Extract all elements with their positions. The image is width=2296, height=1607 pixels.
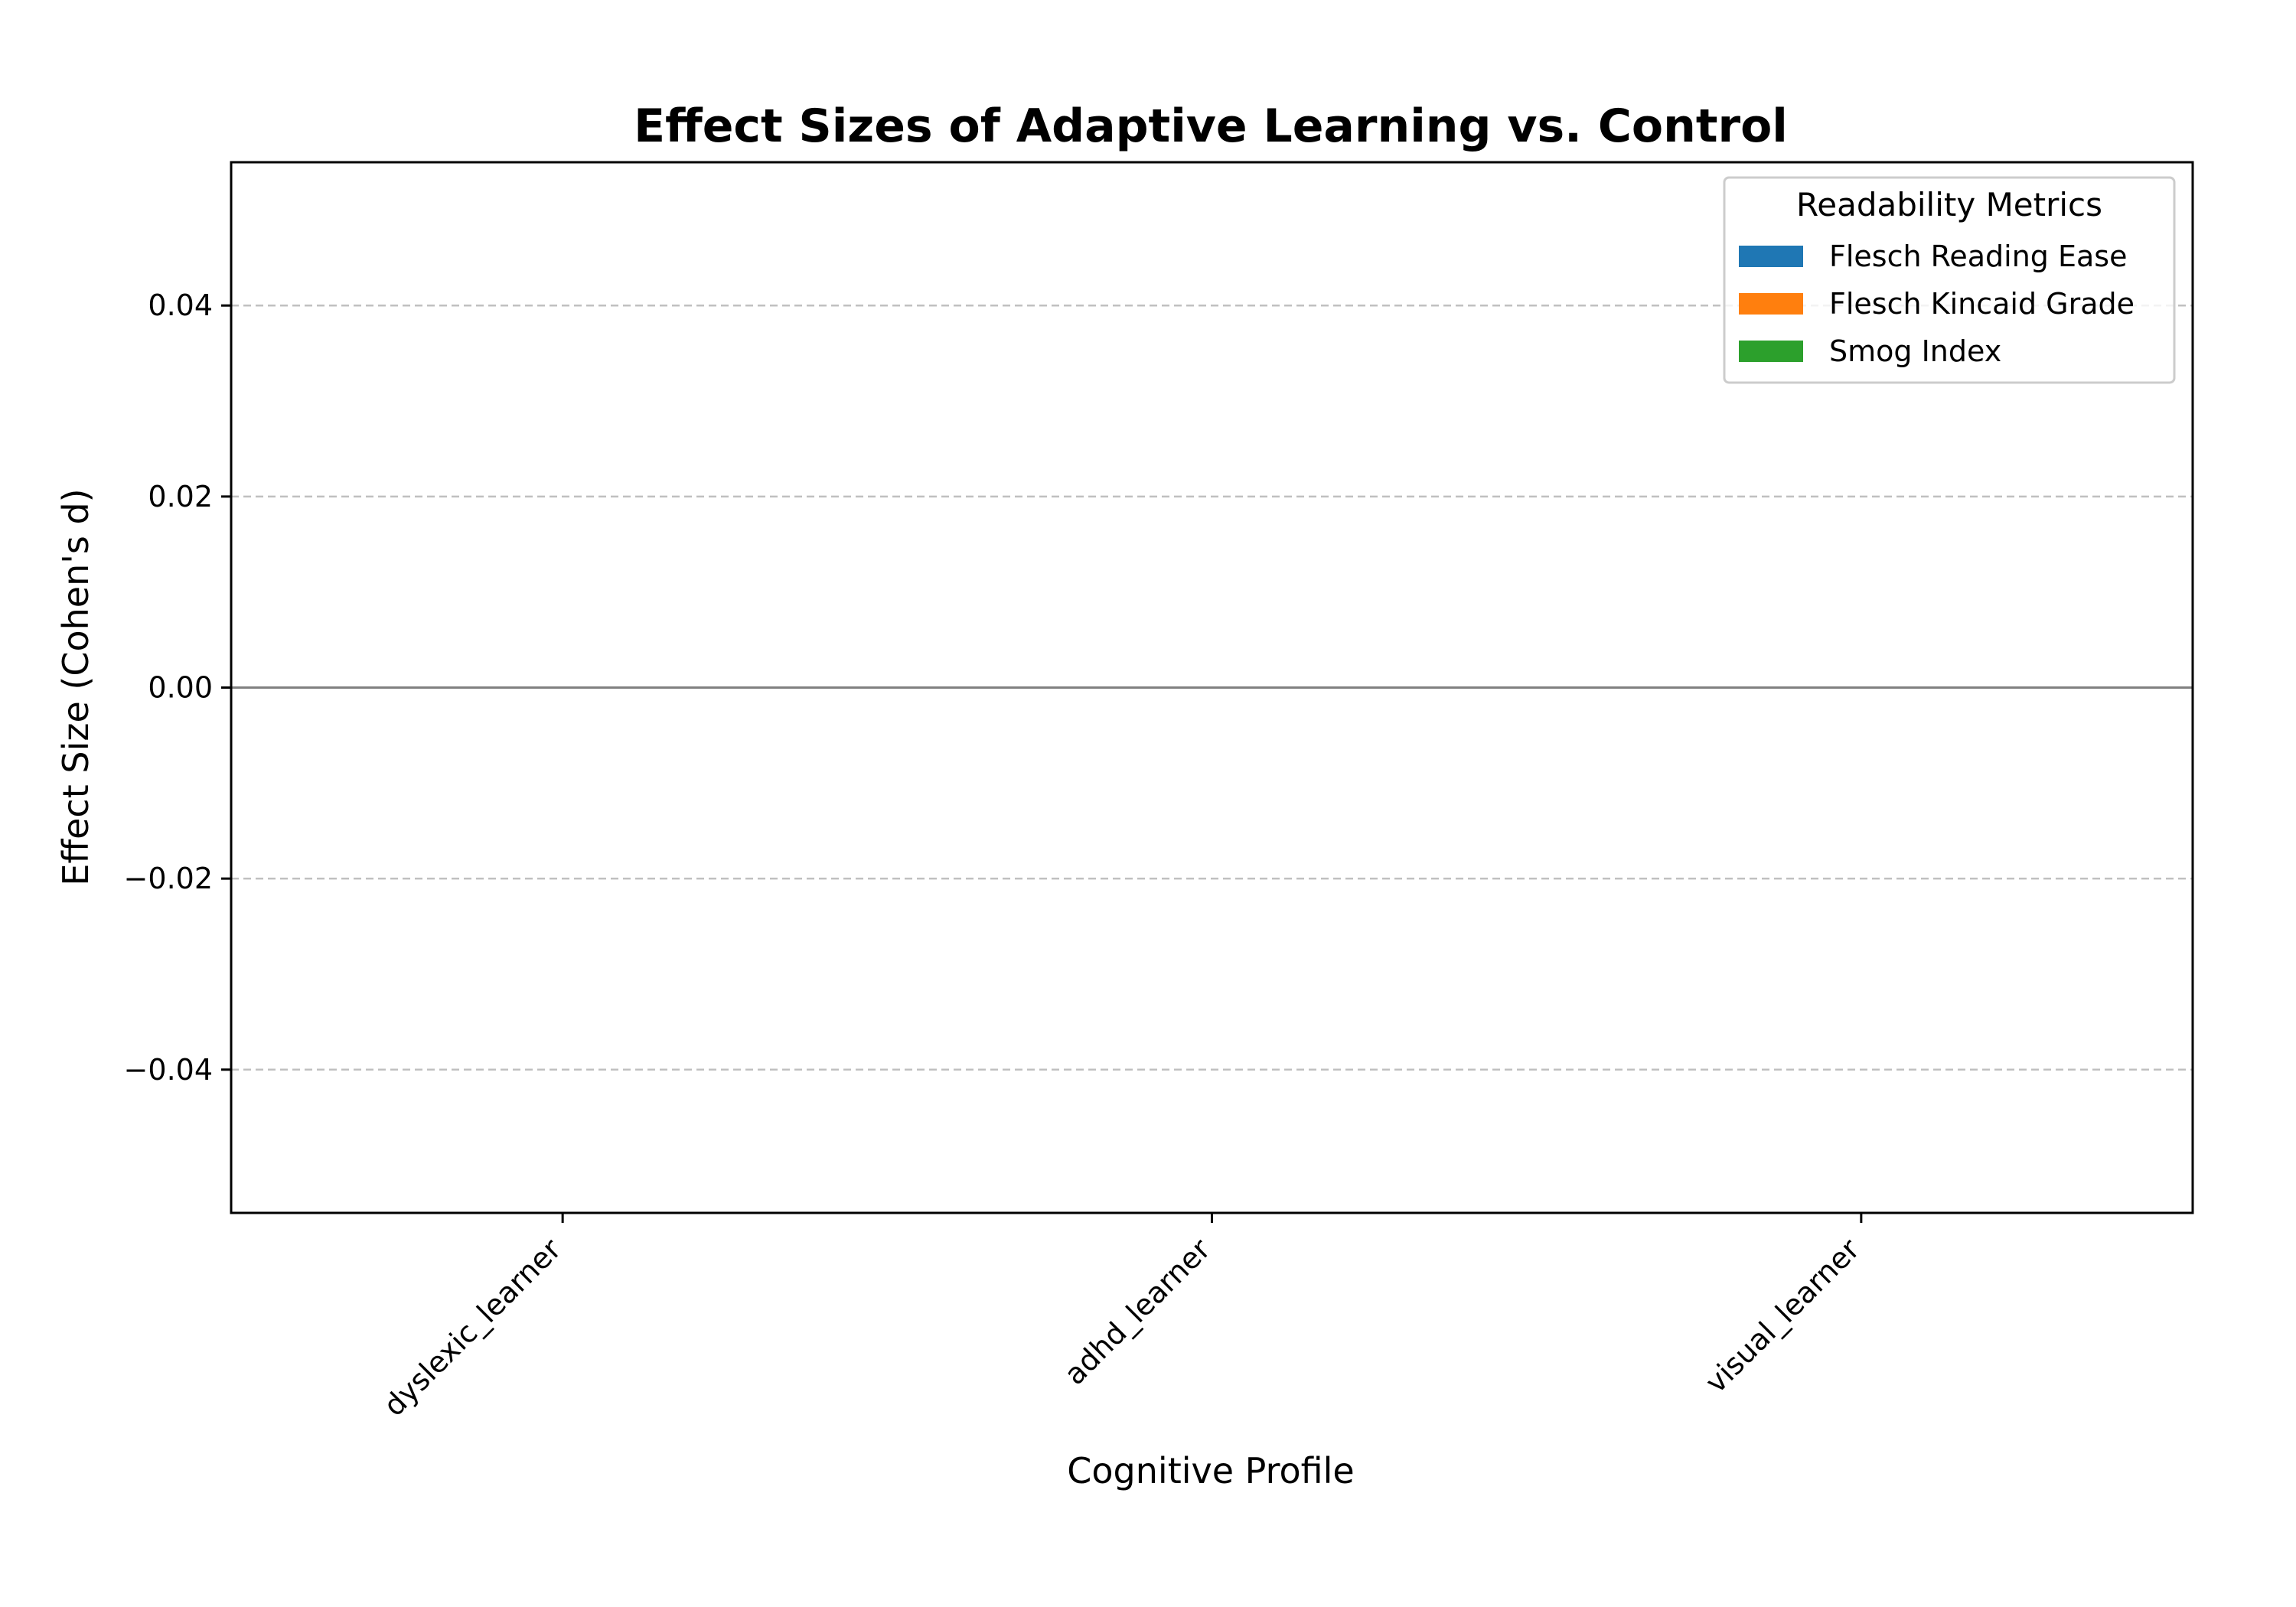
y-tick-label: −0.02 (124, 862, 213, 895)
legend: Readability Metrics Flesch Reading EaseF… (1723, 176, 2176, 384)
y-tick-label: 0.02 (148, 480, 213, 513)
legend-swatch (1739, 246, 1803, 267)
x-axis-label: Cognitive Profile (1067, 1450, 1354, 1491)
legend-items: Flesch Reading Ease Flesch Kincaid Grade S… (1739, 240, 2135, 368)
y-axis-label: Effect Size (Cohen's d) (55, 488, 96, 885)
legend-label: Smog Index (1829, 334, 2001, 368)
chart-title: Effect Sizes of Adaptive Learning vs. Co… (634, 99, 1788, 153)
legend-swatch (1739, 341, 1803, 362)
legend-label: Flesch Reading Ease (1829, 240, 2127, 273)
legend-title: Readability Metrics (1796, 186, 2102, 223)
legend-frame (1723, 176, 2176, 384)
y-tick-label: 0.04 (148, 288, 213, 322)
y-tick-label: 0.00 (148, 671, 213, 705)
legend-swatch (1739, 293, 1803, 315)
legend-label: Flesch Kincaid Grade (1829, 287, 2135, 321)
y-axis-ticks: −0.04 −0.02 0.00 0.02 0.04 (124, 288, 231, 1087)
y-tick-label: −0.04 (124, 1053, 213, 1087)
